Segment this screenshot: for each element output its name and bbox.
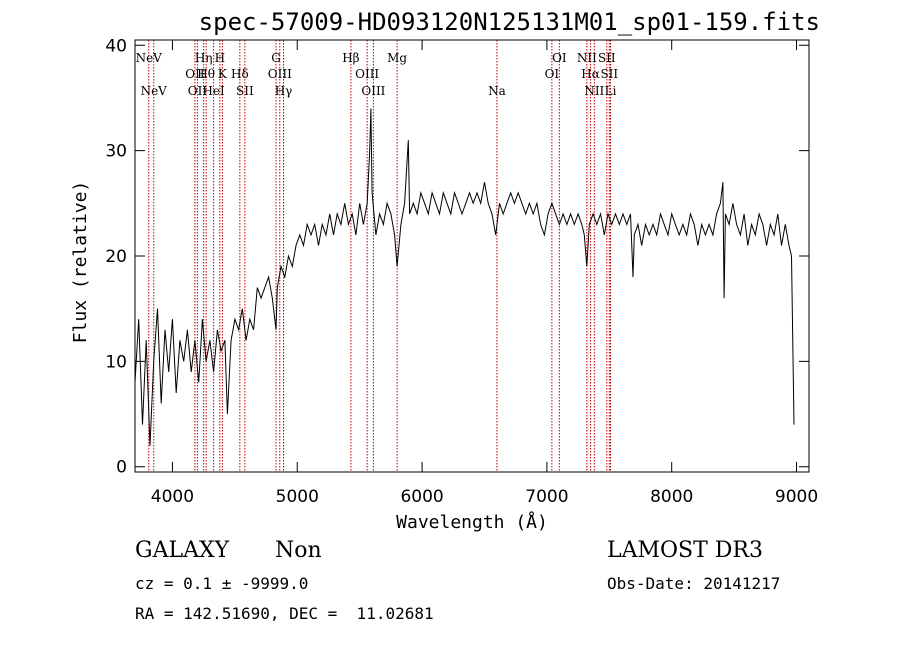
spectral-line-label: G [271, 51, 281, 65]
spectral-line-label: OII [188, 84, 208, 98]
spectral-line-label: OI [552, 51, 567, 65]
y-axis-ticks: 0 10 20 30 40 [105, 36, 809, 478]
spectral-line-label: SII [236, 84, 254, 98]
x-tick-label: 7000 [525, 487, 568, 507]
spectral-line-label: Hα [581, 67, 600, 81]
plot-frame [134, 39, 810, 473]
spectral-line-label: HeI [202, 84, 225, 98]
y-tick-label: 0 [116, 458, 127, 478]
spectral-line-label: Na [488, 84, 506, 98]
spectral-line-label: NII [584, 84, 604, 98]
y-tick-label: 30 [105, 142, 127, 162]
y-tick-label: 10 [105, 352, 127, 372]
x-tick-label: 8000 [650, 487, 693, 507]
observation-date: Obs-Date: 20141217 [607, 574, 781, 593]
spectral-line-label: Hδ [231, 67, 249, 81]
spectral-line-label: K [218, 67, 228, 81]
spectral-line-label: OII [185, 67, 205, 81]
spectral-line-label: NII [577, 51, 597, 65]
spectrum-line [134, 108, 795, 446]
ra-dec-coordinates: RA = 142.51690, DEC = 11.02681 [135, 604, 434, 623]
spectral-line-label: SII [598, 51, 616, 65]
spectral-line-label: Hγ [275, 84, 293, 98]
object-subtype: Non [275, 538, 322, 563]
spectral-line-label: SII [600, 67, 618, 81]
survey-name: LAMOST DR3 [607, 538, 763, 563]
spectral-line-label: Hβ [342, 51, 359, 65]
x-tick-label: 4000 [151, 487, 194, 507]
spectral-line-label: OIII [268, 67, 292, 81]
spectral-line-label: OI [545, 67, 560, 81]
spectral-line-label: OIII [355, 67, 379, 81]
spectral-line-labels: NeV NeV OII OII Hη Hθ HeI HK Hδ SII G OIII Hγ Hβ OIII O… [136, 51, 619, 98]
y-axis-label: Flux (relative) [70, 181, 91, 344]
spectral-line-label: OIII [361, 84, 385, 98]
y-tick-label: 20 [105, 247, 127, 267]
spectral-line-label: Hθ [197, 67, 215, 81]
spectral-line-label: Hη [195, 51, 213, 65]
spectral-line-label: Mg [387, 51, 407, 65]
x-tick-label: 5000 [276, 487, 319, 507]
x-axis-label: Wavelength (Å) [396, 511, 548, 533]
redshift-cz: cz = 0.1 ± -9999.0 [135, 574, 309, 593]
x-tick-label: 6000 [400, 487, 443, 507]
x-tick-label: 9000 [775, 487, 818, 507]
spectral-line-label: NeV [141, 84, 168, 98]
y-tick-label: 40 [105, 36, 127, 56]
spectral-line-label: Li [605, 84, 617, 98]
object-type: GALAXY [135, 538, 230, 563]
chart-title: spec-57009-HD093120N125131M01_sp01-159.f… [198, 8, 820, 36]
spectral-line-label: NeV [136, 51, 163, 65]
x-axis-ticks: 4000 5000 6000 7000 8000 9000 [151, 40, 818, 507]
spectral-line-label: H [215, 51, 225, 65]
spectral-line-markers [148, 40, 612, 472]
